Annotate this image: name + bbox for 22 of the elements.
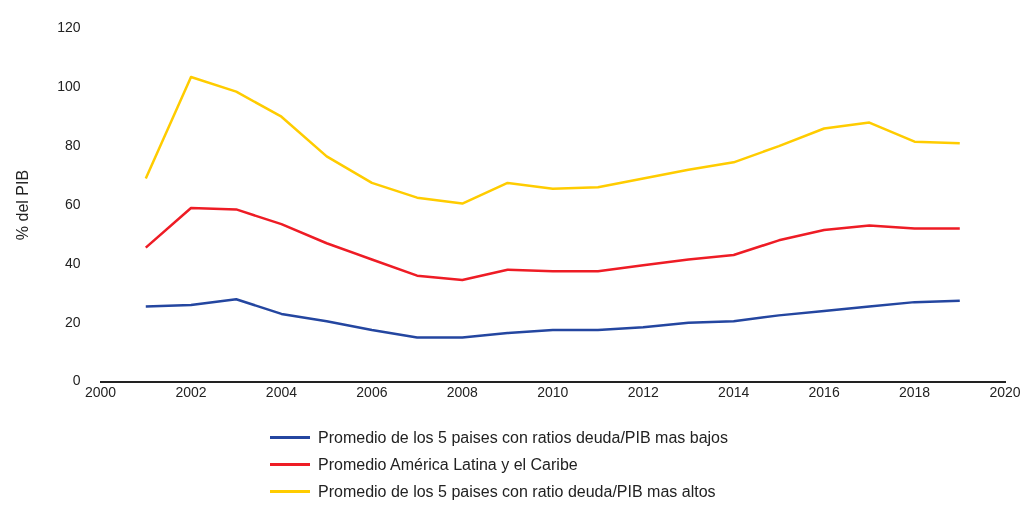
- x-tick-label: 2006: [356, 383, 388, 400]
- x-tick-label: 2016: [808, 383, 840, 400]
- legend-label: Promedio de los 5 paises con ratios deuda/PIB mas bajos: [318, 428, 729, 447]
- legend-label: Promedio América Latina y el Caribe: [318, 455, 578, 474]
- y-tick-label: 120: [57, 19, 81, 36]
- x-tick-label: 2004: [265, 383, 298, 400]
- x-tick-label: 2014: [718, 383, 750, 400]
- x-tick-label: 2012: [627, 383, 659, 400]
- y-tick-label: 40: [64, 254, 81, 271]
- y-tick-label: 20: [64, 313, 81, 330]
- x-tick-label: 2018: [898, 383, 931, 400]
- x-tick-label: 2000: [84, 383, 117, 400]
- x-tick-label: 2008: [446, 383, 479, 400]
- legend-label: Promedio de los 5 paises con ratio deuda/PIB mas altos: [318, 482, 716, 501]
- x-tick-label: 2002: [175, 383, 207, 400]
- y-tick-label: 100: [57, 78, 81, 95]
- y-tick-label: 60: [64, 195, 81, 212]
- y-tick-label: 80: [64, 136, 81, 153]
- y-axis-title: % del PIB: [14, 169, 32, 241]
- x-tick-label: 2010: [537, 383, 569, 400]
- x-tick-label: 2020: [989, 383, 1021, 400]
- y-tick-label: 0: [72, 372, 81, 389]
